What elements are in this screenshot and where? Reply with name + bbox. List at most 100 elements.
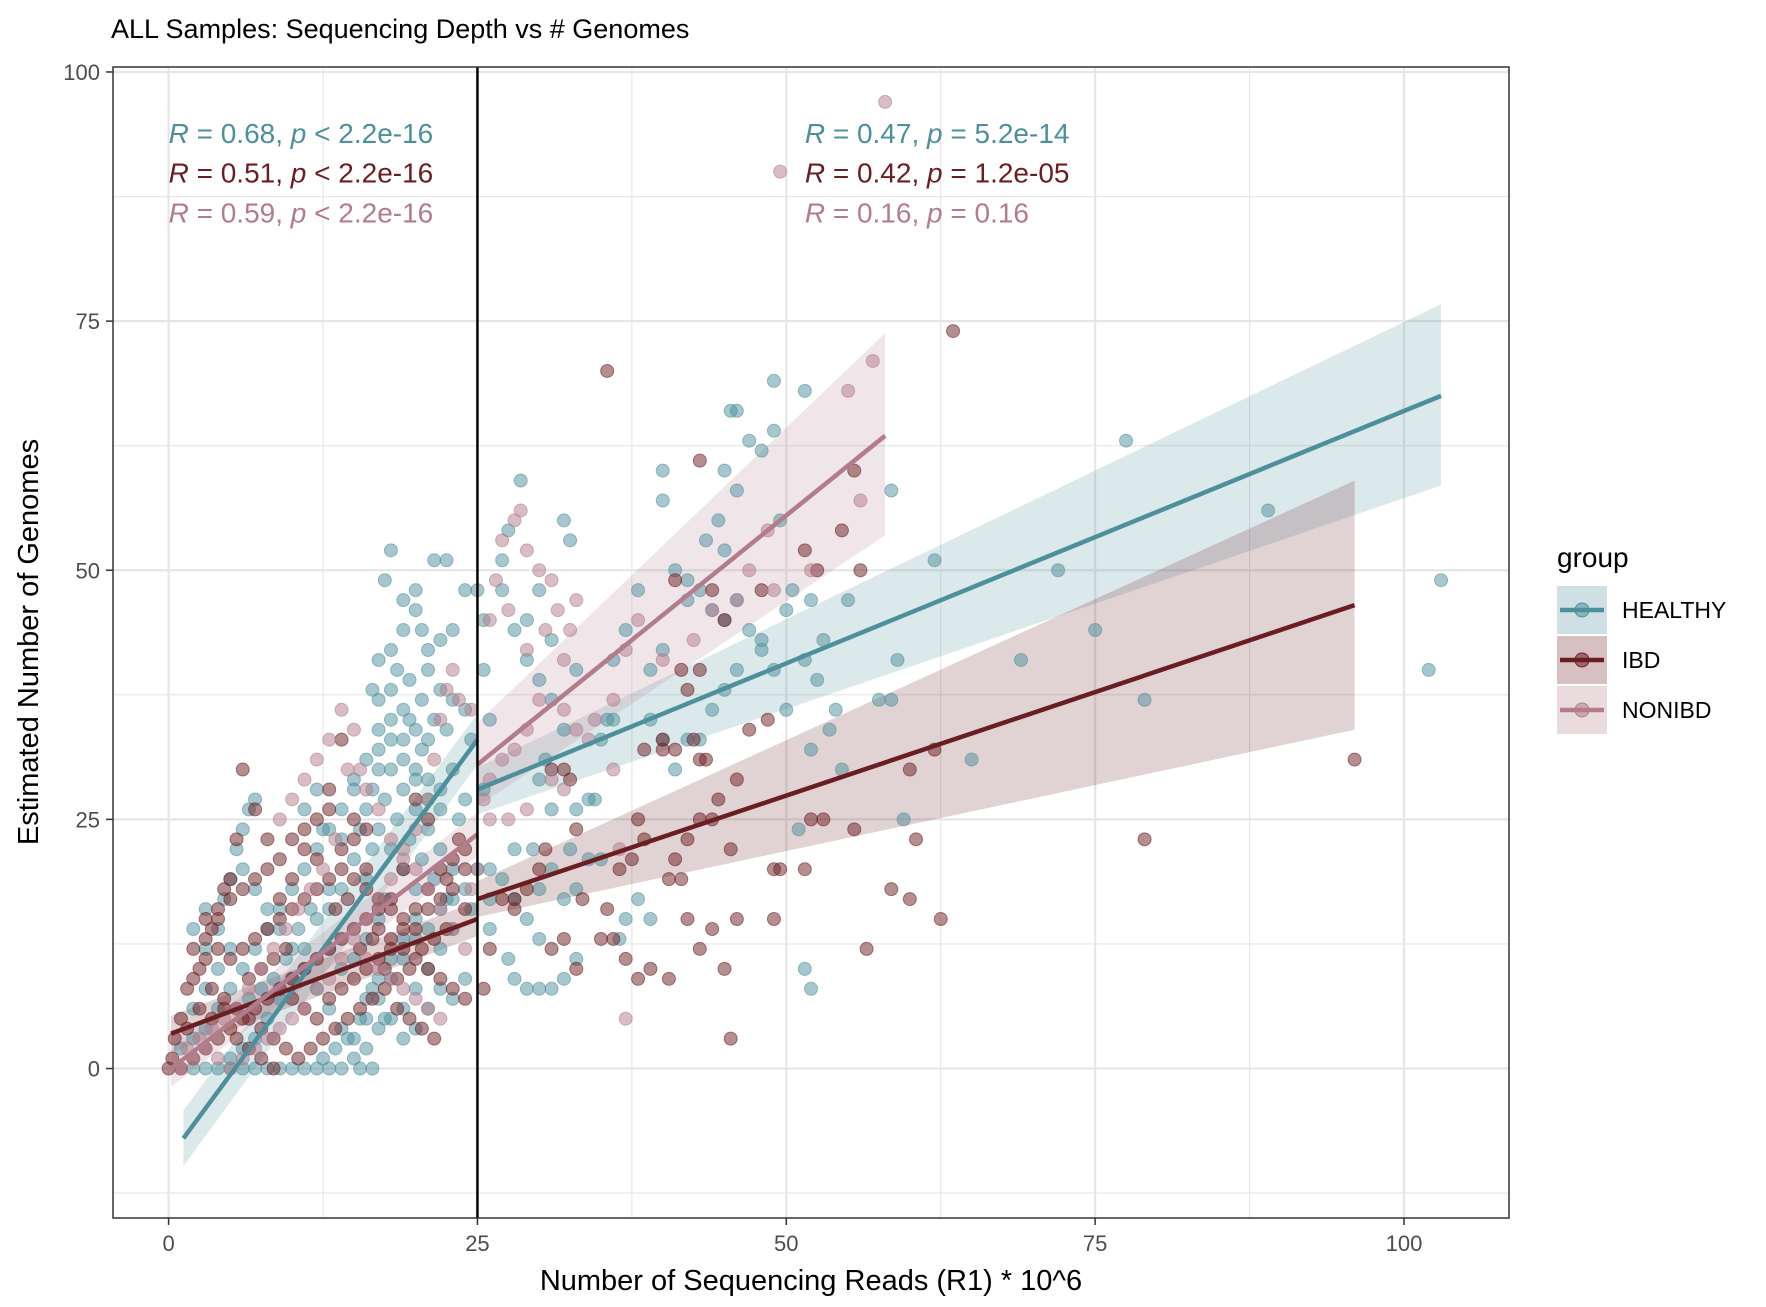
point-ibd: [674, 872, 689, 887]
point-ibd: [328, 1021, 343, 1036]
point-ibd: [729, 772, 744, 787]
point-ibd: [766, 862, 781, 877]
point-healthy: [371, 652, 386, 667]
point-healthy: [482, 862, 497, 877]
point-ibd: [272, 892, 287, 907]
point-nonibd: [241, 981, 256, 996]
point-ibd: [334, 732, 349, 747]
point-healthy: [606, 712, 621, 727]
point-nonibd: [606, 692, 621, 707]
point-ibd: [340, 1011, 355, 1026]
point-ibd: [668, 852, 683, 867]
point-ibd: [198, 931, 213, 946]
point-healthy: [507, 623, 522, 638]
point-ibd: [1137, 832, 1152, 847]
point-healthy: [804, 742, 818, 757]
point-healthy: [383, 762, 398, 777]
point-healthy: [211, 961, 226, 976]
y-tick-label: 25: [76, 807, 100, 832]
point-ibd: [723, 1031, 738, 1046]
point-ibd: [248, 931, 263, 946]
point-healthy: [408, 722, 423, 737]
point-healthy: [390, 812, 405, 827]
point-ibd: [211, 941, 226, 956]
point-ibd: [631, 812, 646, 827]
point-healthy: [482, 922, 497, 937]
point-nonibd: [383, 971, 398, 986]
point-healthy: [643, 912, 658, 927]
point-ibd: [223, 892, 238, 907]
point-ibd: [377, 981, 392, 996]
point-nonibd: [587, 712, 602, 727]
point-nonibd: [482, 613, 497, 628]
point-nonibd: [569, 722, 584, 737]
point-ibd: [229, 832, 244, 847]
regression-lines: [169, 393, 1442, 1140]
point-ibd: [618, 951, 633, 966]
point-healthy: [383, 732, 398, 747]
point-ibd: [297, 842, 312, 857]
point-healthy: [964, 752, 979, 767]
point-healthy: [643, 662, 658, 677]
point-healthy: [532, 931, 547, 946]
fit-line-healthy: [476, 393, 1442, 792]
point-healthy: [631, 892, 646, 907]
point-healthy: [711, 513, 726, 528]
point-nonibd: [618, 1011, 633, 1026]
point-nonibd: [346, 931, 361, 946]
point-nonibd: [556, 702, 571, 717]
x-tick-label: 25: [465, 1231, 489, 1256]
point-ibd: [198, 951, 213, 966]
point-healthy: [519, 912, 534, 927]
point-ibd: [346, 812, 361, 827]
point-healthy: [377, 1011, 392, 1026]
point-healthy: [402, 712, 417, 727]
point-ibd: [655, 742, 670, 757]
point-healthy: [383, 543, 398, 558]
point-nonibd: [705, 603, 720, 618]
point-ibd: [340, 892, 355, 907]
point-nonibd: [272, 1021, 287, 1036]
point-healthy: [235, 862, 250, 877]
point-nonibd: [482, 812, 497, 827]
point-healthy: [631, 583, 646, 598]
point-healthy: [383, 712, 398, 727]
point-nonibd: [519, 543, 534, 558]
point-ibd: [334, 981, 349, 996]
point-nonibd: [563, 623, 578, 638]
point-ibd: [248, 872, 263, 887]
point-nonibd: [408, 862, 423, 877]
point-ibd: [532, 862, 547, 877]
correlation-label-ibd: R = 0.42, p = 1.2e-05: [805, 158, 1070, 189]
point-ibd: [223, 872, 238, 887]
point-healthy: [828, 702, 843, 717]
point-healthy: [779, 702, 794, 717]
point-nonibd: [359, 782, 374, 797]
point-healthy: [729, 662, 744, 677]
point-healthy: [495, 872, 510, 887]
point-nonibd: [544, 573, 559, 588]
y-axis: 0 25 50 75 100: [63, 60, 113, 1082]
point-nonibd: [297, 772, 312, 787]
point-healthy: [507, 971, 522, 986]
point-healthy: [365, 842, 380, 857]
point-healthy: [797, 383, 812, 398]
point-healthy: [495, 553, 510, 568]
point-nonibd: [433, 712, 448, 727]
point-healthy: [377, 792, 392, 807]
point-ibd: [698, 752, 713, 767]
point-healthy: [884, 483, 899, 498]
point-ibd: [272, 912, 287, 927]
point-healthy: [359, 1041, 374, 1056]
x-tick-label: 50: [774, 1231, 798, 1256]
point-ibd: [680, 912, 695, 927]
point-ibd: [445, 981, 460, 996]
point-ibd: [359, 822, 374, 837]
point-healthy: [371, 1021, 386, 1036]
point-healthy: [439, 722, 454, 737]
point-healthy: [260, 902, 275, 917]
point-nonibd: [631, 613, 646, 628]
point-ibd: [563, 772, 578, 787]
point-healthy: [1137, 692, 1152, 707]
point-healthy: [383, 682, 398, 697]
